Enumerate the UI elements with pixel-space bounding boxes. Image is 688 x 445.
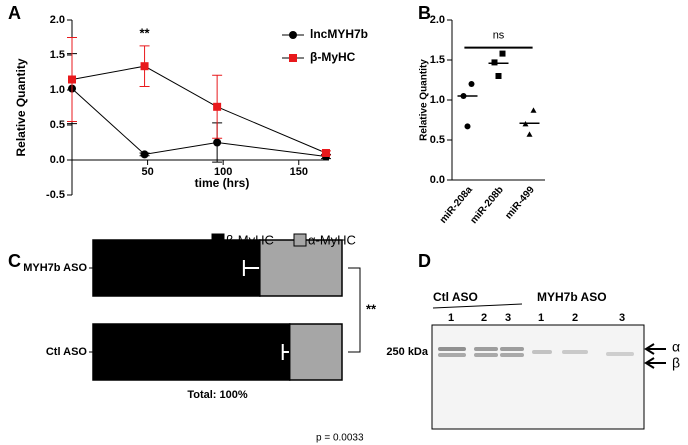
band bbox=[562, 350, 588, 354]
y-tick-label: 0.5 bbox=[430, 134, 445, 146]
line bbox=[71, 65, 327, 154]
y-tick-label: 0.0 bbox=[430, 174, 445, 186]
point bbox=[289, 31, 297, 39]
arrow bbox=[644, 357, 666, 369]
x-tick-label: 100 bbox=[214, 166, 232, 178]
legend-swatch bbox=[211, 233, 225, 247]
band bbox=[500, 353, 524, 357]
group-underline bbox=[432, 303, 523, 309]
legend-label: lncMYH7b bbox=[310, 27, 368, 41]
legend-label: α-MyHC bbox=[308, 232, 356, 247]
lane-label: 2 bbox=[572, 312, 578, 324]
point bbox=[499, 50, 506, 57]
band-label: β bbox=[672, 355, 680, 371]
x-tick-label: 150 bbox=[290, 166, 308, 178]
y-tick-label: 1.5 bbox=[50, 49, 65, 61]
y-tick-label: 2.0 bbox=[50, 14, 65, 26]
annotation: ** bbox=[140, 25, 151, 40]
arrow bbox=[644, 343, 666, 355]
point bbox=[68, 75, 76, 84]
y-axis-title: Relative Quantity bbox=[419, 59, 430, 141]
legend-label: β-MyHC bbox=[310, 50, 356, 64]
x-axis-title: Total: 100% bbox=[187, 389, 248, 401]
point bbox=[495, 73, 502, 79]
line bbox=[71, 88, 327, 157]
lane-label: 1 bbox=[448, 312, 454, 324]
band bbox=[532, 350, 552, 354]
point bbox=[321, 149, 330, 157]
lane-label: 2 bbox=[481, 312, 487, 324]
bar-segment bbox=[92, 323, 291, 381]
band bbox=[438, 347, 466, 351]
lane-label: 3 bbox=[505, 312, 511, 324]
panel-letter: B bbox=[418, 3, 431, 23]
point bbox=[464, 123, 471, 130]
blot: α β 250 kDa Ctl ASO MYH7b ASO 1 2 3 1 2 … bbox=[386, 290, 680, 430]
blot-frame bbox=[431, 324, 645, 430]
x-tick-label: miR-499 bbox=[503, 184, 537, 221]
band bbox=[474, 347, 498, 351]
x-tick-label: miR-208b bbox=[468, 185, 505, 227]
x-axis-title: time (hrs) bbox=[195, 176, 250, 190]
y-tick-label: 1.0 bbox=[50, 84, 65, 96]
annotation: ns bbox=[493, 30, 505, 42]
band bbox=[474, 353, 498, 357]
annotation: ** bbox=[366, 301, 377, 316]
bar-segment bbox=[259, 239, 343, 297]
point bbox=[530, 107, 537, 113]
point bbox=[213, 138, 222, 147]
mw-marker: 250 kDa bbox=[386, 346, 428, 358]
lane-label: 1 bbox=[538, 312, 544, 324]
lane-label: 3 bbox=[619, 312, 625, 324]
point bbox=[491, 59, 498, 66]
point bbox=[140, 62, 149, 71]
panel-letter: A bbox=[8, 3, 21, 23]
band bbox=[500, 347, 524, 351]
group-label: Ctl ASO bbox=[433, 290, 478, 304]
point bbox=[526, 131, 533, 137]
group-label: MYH7b ASO bbox=[537, 290, 607, 304]
band bbox=[438, 353, 466, 357]
legend-swatch bbox=[293, 233, 307, 247]
band-label: α bbox=[672, 339, 680, 355]
point bbox=[213, 102, 222, 111]
y-axis-title: Relative Quantity bbox=[14, 58, 28, 156]
bands bbox=[438, 347, 634, 357]
y-tick-label: Ctl ASO bbox=[46, 346, 88, 358]
y-tick-label: 0.0 bbox=[50, 154, 65, 166]
point bbox=[289, 54, 297, 62]
bar-segment bbox=[288, 323, 343, 381]
bracket bbox=[348, 267, 361, 353]
note: p = 0.0033 bbox=[316, 433, 364, 444]
legend-label: β-MyHC bbox=[226, 232, 274, 247]
y-tick-label: 0.5 bbox=[50, 119, 65, 131]
y-tick-label: MYH7b ASO bbox=[23, 262, 87, 274]
panel-letter: D bbox=[418, 251, 431, 271]
point bbox=[468, 81, 475, 87]
y-tick-label: -0.5 bbox=[46, 189, 65, 201]
y-tick-label: 2.0 bbox=[430, 14, 445, 26]
bar-segment bbox=[92, 239, 261, 297]
panel-letter: C bbox=[8, 251, 21, 271]
x-tick-label: 50 bbox=[141, 166, 153, 178]
point bbox=[140, 150, 149, 159]
y-tick-label: 1.0 bbox=[430, 94, 445, 106]
band bbox=[606, 352, 634, 356]
y-tick-label: 1.5 bbox=[430, 54, 445, 66]
